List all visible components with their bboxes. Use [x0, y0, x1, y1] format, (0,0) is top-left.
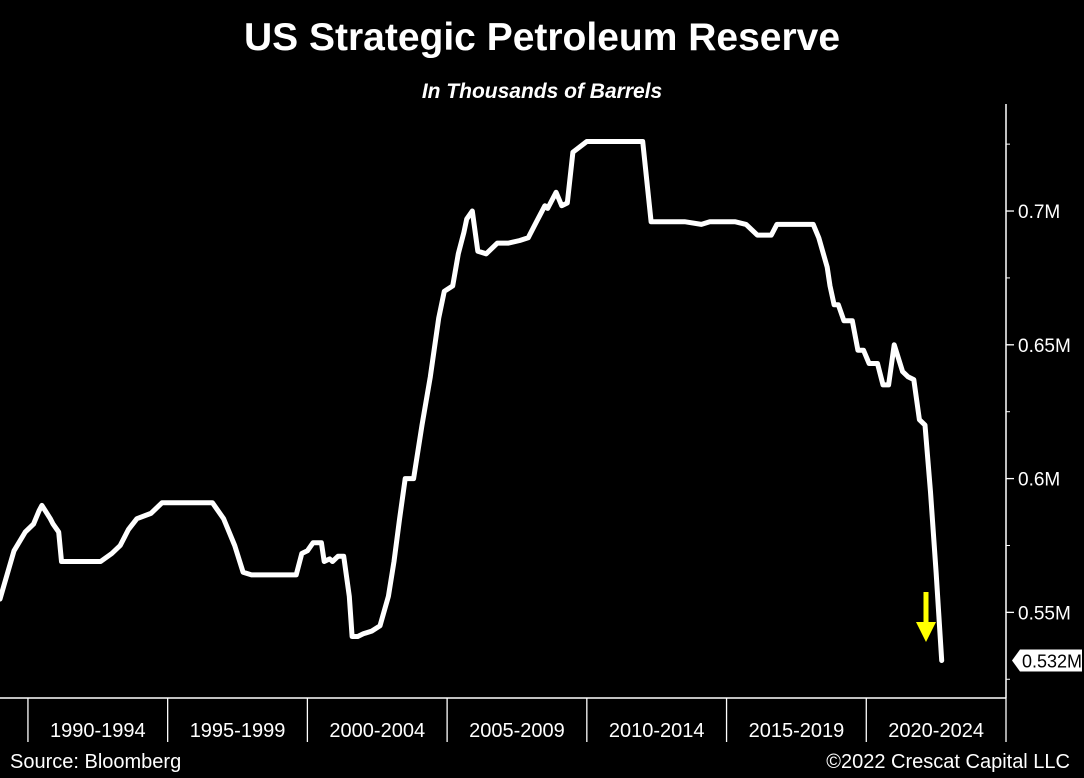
x-axis-ticks: 1990-1994 1995-1999 2000-2004 2005-2009 2010… — [27, 698, 1007, 742]
chart-title: US Strategic Petroleum Reserve — [243, 16, 841, 59]
series-line — [0, 139, 945, 663]
chart-subtitle: In Thousands of Barrels — [421, 80, 663, 103]
copyright-note: ©2022 Crescat Capital LLC — [826, 751, 1070, 773]
source-note: Source: Bloomberg — [10, 751, 182, 773]
x-tick-label: 2020-2024 — [888, 720, 984, 742]
annotations: 0.532M — [916, 592, 1082, 672]
x-tick-label: 1995-1999 — [190, 720, 286, 742]
x-tick-label: 2015-2019 — [749, 720, 845, 742]
x-tick-label: 2005-2009 — [469, 720, 565, 742]
y-tick-label: 0.6M — [1018, 470, 1060, 491]
y-tick-label: 0.65M — [1018, 336, 1071, 357]
last-value-label: 0.532M — [1022, 652, 1082, 672]
x-tick-label: 2000-2004 — [329, 720, 425, 742]
axes — [0, 104, 1007, 699]
y-tick-label: 0.55M — [1018, 603, 1071, 624]
y-axis-ticks: 0.55M 0.6M 0.65M 0.7M — [1006, 143, 1071, 680]
x-tick-label: 1990-1994 — [50, 720, 146, 742]
down-arrow-head — [916, 622, 936, 642]
x-tick-label: 2010-2014 — [609, 720, 705, 742]
y-tick-label: 0.7M — [1018, 202, 1060, 223]
last-value-badge — [1012, 649, 1082, 672]
plot-area — [0, 139, 945, 663]
